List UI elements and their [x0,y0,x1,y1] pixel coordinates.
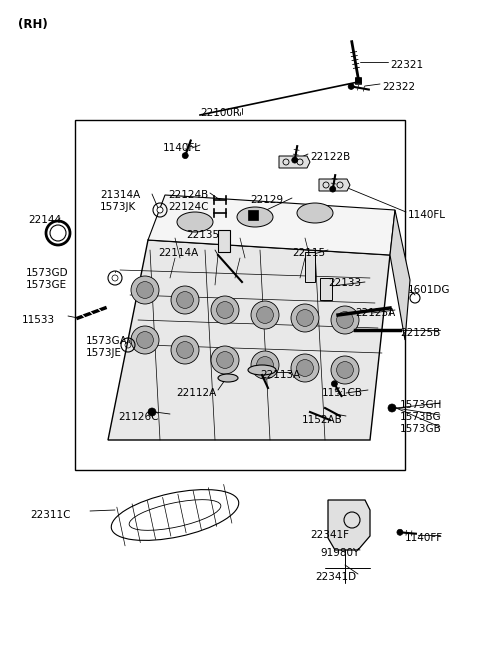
Bar [356,77,361,83]
Text: 1152AB: 1152AB [302,415,343,425]
Circle shape [291,354,319,382]
Circle shape [137,281,154,298]
Bar [305,252,315,282]
Text: 22124B: 22124B [168,190,208,200]
Polygon shape [390,210,410,340]
Text: 22321: 22321 [390,60,423,70]
Text: 22100R: 22100R [200,108,240,118]
Ellipse shape [218,374,238,382]
Text: 91980Y: 91980Y [320,548,359,558]
Text: 22125A: 22125A [355,308,395,318]
Text: 1140FF: 1140FF [405,533,443,543]
Circle shape [131,276,159,304]
Circle shape [291,304,319,332]
Circle shape [336,312,353,329]
Circle shape [331,380,337,387]
Circle shape [331,306,359,334]
Text: 22341D: 22341D [315,572,356,582]
Polygon shape [319,179,350,191]
Circle shape [182,153,188,159]
Text: 1140FL: 1140FL [408,210,446,220]
Circle shape [251,351,279,379]
Bar [248,210,258,220]
Text: 22135: 22135 [186,230,219,240]
Text: 22144: 22144 [28,215,61,225]
Text: 1573JE: 1573JE [86,348,122,358]
Text: 1573JK: 1573JK [100,202,136,212]
Ellipse shape [237,207,273,227]
Circle shape [348,83,354,89]
Circle shape [336,361,353,379]
Circle shape [177,342,193,358]
Ellipse shape [111,489,239,541]
Text: 22341F: 22341F [310,530,349,540]
Text: 22311C: 22311C [30,510,71,520]
Text: 22122B: 22122B [310,152,350,162]
Circle shape [171,286,199,314]
Bar [218,230,230,252]
Text: 1573GD: 1573GD [26,268,69,278]
Text: 1573GH: 1573GH [400,400,443,410]
Circle shape [251,301,279,329]
Bar [320,278,332,300]
Polygon shape [328,500,370,550]
Circle shape [292,157,298,163]
Text: 1140FL: 1140FL [163,143,201,153]
Ellipse shape [248,365,276,375]
Circle shape [157,207,163,213]
Text: 22125B: 22125B [400,328,440,338]
Text: 22114A: 22114A [158,248,198,258]
Text: 21126C: 21126C [118,412,158,422]
Ellipse shape [177,212,213,232]
Circle shape [397,529,403,535]
Polygon shape [148,195,395,255]
Bar [355,78,361,84]
Text: 1573GA: 1573GA [86,336,128,346]
Circle shape [216,352,233,369]
Polygon shape [279,156,310,168]
Text: 21314A: 21314A [100,190,140,200]
Text: 22113A: 22113A [260,370,300,380]
Circle shape [177,292,193,308]
Circle shape [216,302,233,318]
Text: 22129: 22129 [250,195,283,205]
Bar [75,120,405,470]
Ellipse shape [297,203,333,223]
Circle shape [171,336,199,364]
Text: 1573BG: 1573BG [400,412,442,422]
Circle shape [297,310,313,327]
Text: 22322: 22322 [382,82,415,92]
Text: (RH): (RH) [18,18,48,31]
Text: 1573GB: 1573GB [400,424,442,434]
Circle shape [257,306,274,323]
Text: 1573GE: 1573GE [26,280,67,290]
Circle shape [330,186,336,192]
Text: 1151CB: 1151CB [322,388,363,398]
Circle shape [131,326,159,354]
Text: 11533: 11533 [22,315,55,325]
Ellipse shape [129,500,221,530]
Text: 22112A: 22112A [176,388,216,398]
Text: 22133: 22133 [328,278,361,288]
Polygon shape [108,240,390,440]
Circle shape [211,346,239,374]
Text: 1601DG: 1601DG [408,285,451,295]
Circle shape [388,404,396,412]
Circle shape [148,408,156,416]
Circle shape [331,356,359,384]
Circle shape [137,331,154,348]
Text: 22115: 22115 [292,248,325,258]
Circle shape [297,359,313,377]
Circle shape [257,357,274,373]
Text: 22124C: 22124C [168,202,208,212]
Circle shape [211,296,239,324]
